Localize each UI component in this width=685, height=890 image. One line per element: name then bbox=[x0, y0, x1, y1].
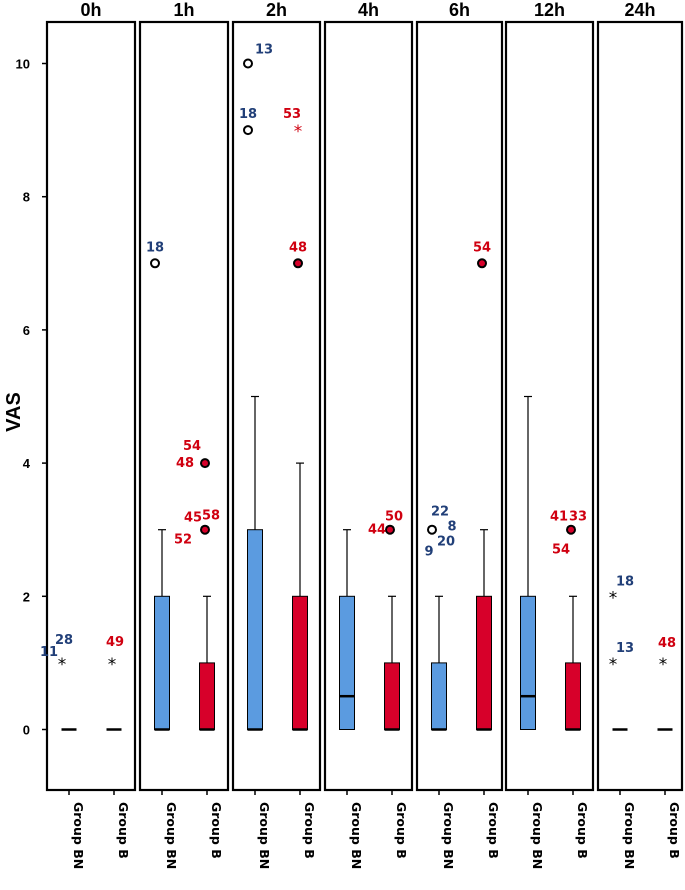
x-tick-label: Group BN bbox=[530, 802, 545, 869]
outlier-label: 41 bbox=[550, 510, 568, 525]
box-iqr bbox=[431, 662, 447, 731]
outlier-circle bbox=[150, 258, 160, 269]
box-iqr bbox=[154, 595, 170, 730]
outlier-label: 33 bbox=[569, 510, 587, 525]
x-tick-label: Group BN bbox=[441, 802, 456, 869]
outlier-star: * bbox=[609, 588, 618, 608]
x-tick-label: Group BN bbox=[164, 802, 179, 869]
outlier-label: 13 bbox=[255, 43, 273, 58]
y-tick-label: 4 bbox=[23, 456, 31, 471]
outlier-star: * bbox=[609, 655, 618, 675]
y-axis-label: VAS bbox=[3, 392, 25, 432]
outlier-label: 18 bbox=[239, 107, 257, 122]
outlier-label: 44 bbox=[368, 523, 386, 538]
x-tick-label: Group BN bbox=[622, 802, 637, 869]
panel-frame bbox=[415, 20, 504, 792]
panel-frame bbox=[231, 20, 322, 792]
outlier-circle bbox=[243, 125, 253, 136]
outlier-circle bbox=[385, 524, 395, 535]
outlier-circle bbox=[566, 524, 576, 535]
panel-frame bbox=[138, 20, 230, 792]
x-tick-label: Group B bbox=[575, 802, 590, 859]
panel-title: 6h bbox=[449, 0, 470, 20]
box-iqr bbox=[565, 662, 581, 731]
outlier-label: 11 bbox=[40, 645, 58, 660]
outlier-label: 13 bbox=[616, 641, 634, 656]
outlier-label: 9 bbox=[424, 545, 433, 560]
outlier-label: 58 bbox=[202, 509, 220, 524]
outlier-star: * bbox=[659, 655, 668, 675]
panel-title: 0h bbox=[80, 0, 101, 20]
x-tick-label: Group B bbox=[116, 802, 131, 859]
outlier-label: 48 bbox=[289, 240, 307, 255]
y-tick-label: 10 bbox=[16, 57, 30, 72]
outlier-star: * bbox=[108, 655, 117, 675]
box-iqr bbox=[247, 529, 263, 731]
panel-title: 24h bbox=[624, 0, 655, 20]
y-tick-label: 0 bbox=[23, 723, 30, 738]
panel-frame bbox=[323, 20, 414, 792]
outlier-label: 54 bbox=[473, 240, 491, 255]
x-tick-label: Group B bbox=[394, 802, 409, 859]
panel-frame bbox=[45, 20, 137, 792]
x-tick-label: Group B bbox=[209, 802, 224, 859]
outlier-label: 54 bbox=[183, 439, 201, 454]
outlier-label: 50 bbox=[385, 510, 403, 525]
x-tick-label: Group B bbox=[486, 802, 501, 859]
x-tick-label: Group B bbox=[302, 802, 317, 859]
outlier-label: 20 bbox=[437, 535, 455, 550]
outlier-label: 45 bbox=[184, 511, 202, 526]
box-iqr bbox=[339, 595, 355, 730]
outlier-label: 18 bbox=[616, 574, 634, 589]
y-tick-label: 8 bbox=[23, 190, 30, 205]
panel-title: 2h bbox=[266, 0, 287, 20]
outlier-circle bbox=[427, 524, 437, 535]
outlier-label: 28 bbox=[55, 633, 73, 648]
panel-title: 12h bbox=[534, 0, 565, 20]
outlier-label: 49 bbox=[106, 635, 124, 650]
x-tick-label: Group BN bbox=[349, 802, 364, 869]
y-tick-label: 2 bbox=[23, 589, 30, 604]
panel-frame bbox=[596, 20, 684, 792]
panel-title: 1h bbox=[173, 0, 194, 20]
box-iqr bbox=[199, 662, 215, 731]
outlier-label: 18 bbox=[146, 240, 164, 255]
panel-frame bbox=[504, 20, 595, 792]
outlier-label: 48 bbox=[176, 456, 194, 471]
outlier-circle bbox=[293, 258, 303, 269]
outlier-label: 54 bbox=[552, 543, 570, 558]
box-iqr bbox=[292, 595, 308, 730]
outlier-label: 52 bbox=[174, 533, 192, 548]
box-iqr bbox=[476, 595, 492, 730]
box-iqr bbox=[520, 595, 536, 730]
outlier-circle bbox=[200, 524, 210, 535]
outlier-label: 48 bbox=[658, 636, 676, 651]
outlier-circle bbox=[477, 258, 487, 269]
x-tick-label: Group BN bbox=[257, 802, 272, 869]
box-iqr bbox=[384, 662, 400, 731]
y-tick-label: 6 bbox=[23, 323, 30, 338]
panel-title: 4h bbox=[358, 0, 379, 20]
x-tick-label: Group BN bbox=[71, 802, 86, 869]
outlier-circle bbox=[243, 58, 253, 69]
outlier-label: 22 bbox=[431, 505, 449, 520]
x-tick-label: Group B bbox=[667, 802, 682, 859]
outlier-star: * bbox=[58, 655, 67, 675]
outlier-star: * bbox=[294, 122, 303, 142]
outlier-label: 8 bbox=[447, 520, 456, 535]
outlier-label: 53 bbox=[283, 107, 301, 122]
outlier-circle bbox=[200, 458, 210, 469]
